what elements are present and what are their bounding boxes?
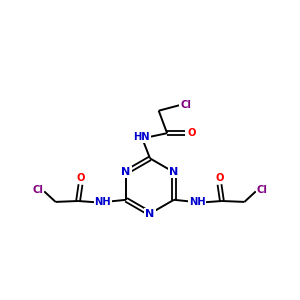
Text: O: O (215, 173, 224, 183)
Text: N: N (146, 208, 154, 219)
Text: N: N (169, 167, 178, 177)
Text: NH: NH (189, 197, 206, 207)
Text: HN: HN (133, 132, 150, 142)
Text: O: O (188, 128, 196, 138)
Text: Cl: Cl (180, 100, 191, 110)
Text: NH: NH (94, 197, 111, 207)
Text: O: O (76, 173, 85, 183)
Text: Cl: Cl (33, 184, 44, 195)
Text: Cl: Cl (256, 184, 267, 195)
Text: N: N (122, 167, 131, 177)
